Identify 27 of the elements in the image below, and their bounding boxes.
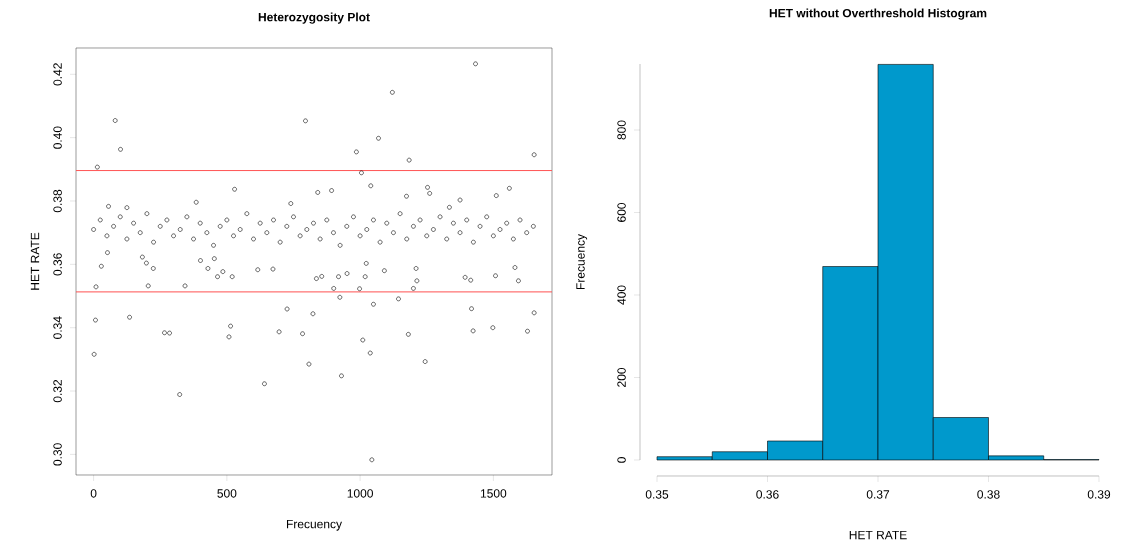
y-tick-label: 200	[617, 367, 626, 387]
y-tick-label: 0.42	[53, 63, 62, 86]
x-tick-label: 0.39	[1087, 490, 1111, 499]
x-tick-label: 0.38	[977, 490, 1000, 499]
y-tick-label: 600	[617, 202, 626, 222]
x-tick-label: 0.35	[645, 490, 669, 499]
y-axis-title: Frecuency	[576, 234, 588, 290]
x-tick-label: 1500	[480, 489, 507, 498]
x-tick-label: 1000	[347, 489, 373, 498]
x-tick-label: 0	[90, 489, 97, 498]
x-tick-label: 500	[217, 489, 237, 498]
x-axis-title: Frecuency	[286, 519, 342, 531]
chart-title: HET without Overthreshold Histogram	[769, 8, 987, 20]
y-tick-label: 0	[617, 457, 626, 463]
y-tick-label: 0.36	[53, 253, 62, 276]
y-tick-label: 0.32	[53, 379, 62, 403]
y-tick-label: 800	[617, 120, 626, 140]
y-tick-label: 0.30	[53, 443, 62, 466]
y-tick-label: 0.38	[53, 189, 62, 213]
y-tick-label: 0.34	[53, 316, 62, 339]
y-tick-label: 0.40	[53, 126, 62, 149]
y-tick-label: 400	[617, 285, 626, 305]
chart-title: Heterozygosity Plot	[258, 12, 370, 24]
x-tick-label: 0.36	[756, 490, 779, 499]
x-tick-label: 0.37	[866, 490, 890, 499]
x-axis-title: HET RATE	[849, 530, 907, 540]
y-axis-title: HET RATE	[30, 232, 40, 290]
